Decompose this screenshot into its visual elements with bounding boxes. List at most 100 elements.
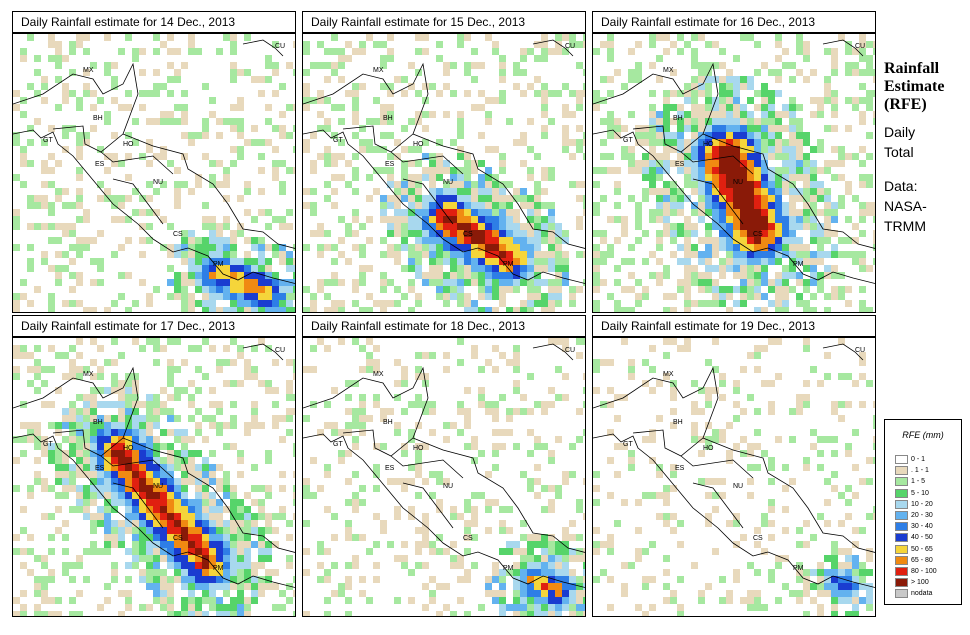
rainfall-cell (768, 401, 775, 408)
rainfall-cell (471, 244, 478, 251)
rainfall-cell (569, 611, 576, 616)
rainfall-cell (527, 478, 534, 485)
rainfall-cell (443, 436, 450, 443)
rainfall-cell (803, 167, 810, 174)
rainfall-cell (740, 76, 747, 83)
rainfall-cell (873, 506, 875, 513)
rainfall-cell (450, 195, 457, 202)
rainfall-cell (534, 258, 541, 265)
rainfall-cell (576, 90, 583, 97)
rainfall-cell (541, 562, 548, 569)
rainfall-cell (555, 286, 562, 293)
rainfall-cell (593, 97, 600, 104)
rainfall-cell (520, 223, 527, 230)
rainfall-cell (13, 457, 20, 464)
rainfall-cell (663, 520, 670, 527)
rainfall-cell (691, 48, 698, 55)
rainfall-cell (48, 611, 55, 616)
rainfall-cell (789, 139, 796, 146)
rainfall-cell (677, 139, 684, 146)
rainfall-cell (684, 111, 691, 118)
rainfall-cell (310, 492, 317, 499)
rainfall-cell (83, 443, 90, 450)
rainfall-cell (576, 597, 583, 604)
rainfall-cell (146, 485, 153, 492)
rainfall-cell (76, 492, 83, 499)
rainfall-cell (429, 576, 436, 583)
rainfall-cell (373, 345, 380, 352)
rainfall-cell (272, 293, 279, 300)
rainfall-cell (845, 216, 852, 223)
rainfall-cell (866, 548, 873, 555)
rainfall-cell (450, 562, 457, 569)
rainfall-cell (118, 422, 125, 429)
rainfall-cell (754, 604, 761, 611)
rainfall-cell (663, 492, 670, 499)
rainfall-cell (733, 195, 740, 202)
rainfall-cell (712, 111, 719, 118)
rainfall-cell (600, 541, 607, 548)
rainfall-cell (520, 576, 527, 583)
country-label: CU (275, 347, 285, 354)
rainfall-cell (27, 492, 34, 499)
rainfall-cell (450, 279, 457, 286)
rainfall-cell (415, 401, 422, 408)
rainfall-cell (272, 251, 279, 258)
rainfall-cell (789, 590, 796, 597)
rainfall-cell (118, 380, 125, 387)
rainfall-cell (209, 174, 216, 181)
rainfall-cell (97, 422, 104, 429)
rainfall-cell (48, 576, 55, 583)
rainfall-cell (499, 69, 506, 76)
rainfall-cell (415, 244, 422, 251)
rainfall-cell (408, 513, 415, 520)
coastline (13, 366, 295, 553)
rainfall-cell (139, 457, 146, 464)
rainfall-cell (583, 611, 585, 616)
rainfall-cell (401, 562, 408, 569)
rainfall-cell (754, 132, 761, 139)
rainfall-cell (478, 307, 485, 312)
rainfall-cell (153, 583, 160, 590)
rainfall-cell (373, 443, 380, 450)
rainfall-cell (457, 111, 464, 118)
country-label: GT (333, 137, 343, 144)
spacer (884, 162, 968, 176)
rainfall-cell (705, 146, 712, 153)
rainfall-cell (324, 293, 331, 300)
rainfall-cell (202, 548, 209, 555)
rainfall-cell (223, 265, 230, 272)
rainfall-cell (251, 373, 258, 380)
rainfall-cell (160, 548, 167, 555)
rainfall-cell (415, 118, 422, 125)
rainfall-cell (817, 611, 824, 616)
rainfall-cell (569, 181, 576, 188)
rainfall-cell (436, 55, 443, 62)
rainfall-cell (527, 373, 534, 380)
rainfall-cell (230, 62, 237, 69)
rainfall-cell (223, 604, 230, 611)
rainfall-cell (656, 195, 663, 202)
rainfall-cell (125, 478, 132, 485)
rainfall-cell (663, 48, 670, 55)
rainfall-cell (859, 265, 866, 272)
rainfall-cell (146, 569, 153, 576)
rainfall-cell (76, 139, 83, 146)
rainfall-cell (345, 520, 352, 527)
rainfall-cell (338, 338, 345, 345)
rainfall-cell (534, 464, 541, 471)
rainfall-cell (443, 195, 450, 202)
rainfall-cell (422, 230, 429, 237)
rainfall-cell (684, 345, 691, 352)
rainfall-cell (471, 492, 478, 499)
rainfall-cell (824, 97, 831, 104)
rainfall-cell (41, 576, 48, 583)
rainfall-cell (754, 174, 761, 181)
rainfall-cell (83, 485, 90, 492)
rainfall-cell (527, 604, 534, 611)
rainfall-cell (373, 464, 380, 471)
rainfall-cell (562, 111, 569, 118)
rainfall-cell (628, 69, 635, 76)
rainfall-cell (223, 34, 230, 41)
rainfall-cell (216, 534, 223, 541)
